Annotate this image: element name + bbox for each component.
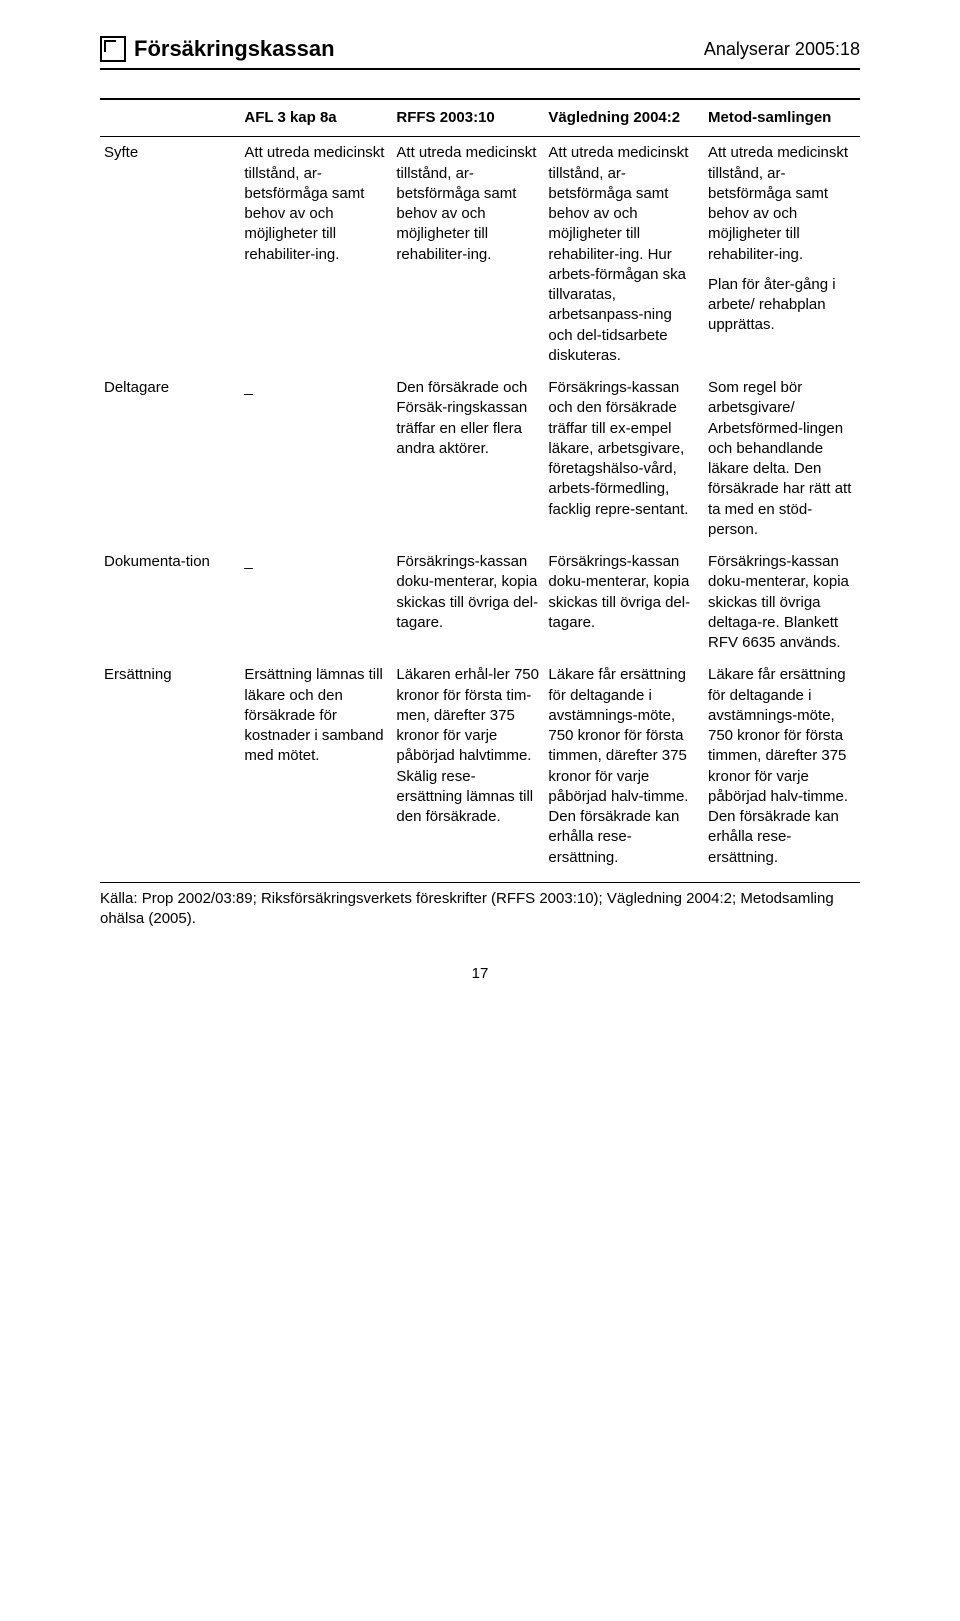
cell: _	[244, 372, 396, 546]
cell-para: Plan för åter-gång i arbete/ rehabplan u…	[708, 275, 852, 336]
cell: Att utreda medicinskt tillstånd, ar-bets…	[708, 137, 860, 372]
source-line: Källa: Prop 2002/03:89; Riksförsäkringsv…	[100, 889, 860, 930]
row-label-deltagare: Deltagare	[100, 372, 244, 546]
col-header-vagledning: Vägledning 2004:2	[548, 99, 708, 137]
col-header-afl: AFL 3 kap 8a	[244, 99, 396, 137]
cell: Att utreda medicinskt tillstånd, ar-bets…	[396, 137, 548, 372]
cell: Försäkrings-kassan doku-menterar, kopia …	[548, 546, 708, 659]
page-number: 17	[100, 965, 860, 982]
cell: _	[244, 546, 396, 659]
table-row: Ersättning Ersättning lämnas till läkare…	[100, 659, 860, 882]
col-header-metod: Metod-samlingen	[708, 99, 860, 137]
page-header: Försäkringskassan Analyserar 2005:18	[100, 36, 860, 70]
cell: Ersättning lämnas till läkare och den fö…	[244, 659, 396, 882]
cell: Den försäkrade och Försäk-ringskassan tr…	[396, 372, 548, 546]
cell: Försäkrings-kassan doku-menterar, kopia …	[708, 546, 860, 659]
table-header-row: AFL 3 kap 8a RFFS 2003:10 Vägledning 200…	[100, 99, 860, 137]
row-label-ersattning: Ersättning	[100, 659, 244, 882]
cell: Att utreda medicinskt tillstånd, ar-bets…	[244, 137, 396, 372]
table-row: Dokumenta-tion _ Försäkrings-kassan doku…	[100, 546, 860, 659]
table-row: Deltagare _ Den försäkrade och Försäk-ri…	[100, 372, 860, 546]
cell: Att utreda medicinskt tillstånd, ar-bets…	[548, 137, 708, 372]
brand-name: Försäkringskassan	[134, 36, 335, 62]
brand-logo-icon	[100, 36, 126, 62]
comparison-table: AFL 3 kap 8a RFFS 2003:10 Vägledning 200…	[100, 98, 860, 883]
cell: Som regel bör arbetsgivare/ Arbetsförmed…	[708, 372, 860, 546]
table-row: Syfte Att utreda medicinskt tillstånd, a…	[100, 137, 860, 372]
col-header-rffs: RFFS 2003:10	[396, 99, 548, 137]
cell-para: Att utreda medicinskt tillstånd, ar-bets…	[708, 143, 852, 265]
document-id: Analyserar 2005:18	[704, 39, 860, 60]
row-label-syfte: Syfte	[100, 137, 244, 372]
cell: Läkaren erhål-ler 750 kronor för första …	[396, 659, 548, 882]
cell: Försäkrings-kassan doku-menterar, kopia …	[396, 546, 548, 659]
brand: Försäkringskassan	[100, 36, 335, 62]
row-label-dokumentation: Dokumenta-tion	[100, 546, 244, 659]
cell: Läkare får ersättning för deltagande i a…	[708, 659, 860, 882]
cell: Försäkrings-kassan och den försäkrade tr…	[548, 372, 708, 546]
cell: Läkare får ersättning för deltagande i a…	[548, 659, 708, 882]
col-header-blank	[100, 99, 244, 137]
